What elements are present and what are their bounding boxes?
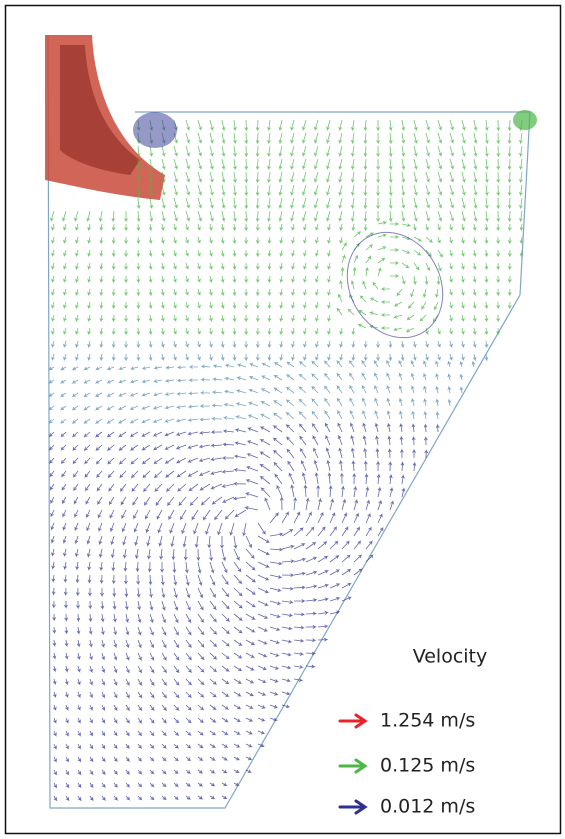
eddy-ring xyxy=(346,231,444,339)
vectors-slow xyxy=(48,422,440,802)
legend: 1.254 m/s 0.125 m/s 0.012 m/s xyxy=(338,710,475,818)
legend-title: Velocity xyxy=(413,646,488,668)
eddy xyxy=(133,112,177,148)
eddy xyxy=(513,110,537,130)
legend-arrow xyxy=(338,799,368,815)
domain-outline xyxy=(47,34,531,809)
legend-label: 1.254 m/s xyxy=(380,710,475,732)
legend-arrow xyxy=(338,713,368,729)
vectors-mid xyxy=(48,340,489,425)
inlet-core xyxy=(60,45,140,175)
legend-label: 0.125 m/s xyxy=(380,755,475,777)
vector-field xyxy=(45,34,537,809)
legend-label: 0.012 m/s xyxy=(380,796,475,818)
legend-arrow xyxy=(338,758,368,774)
